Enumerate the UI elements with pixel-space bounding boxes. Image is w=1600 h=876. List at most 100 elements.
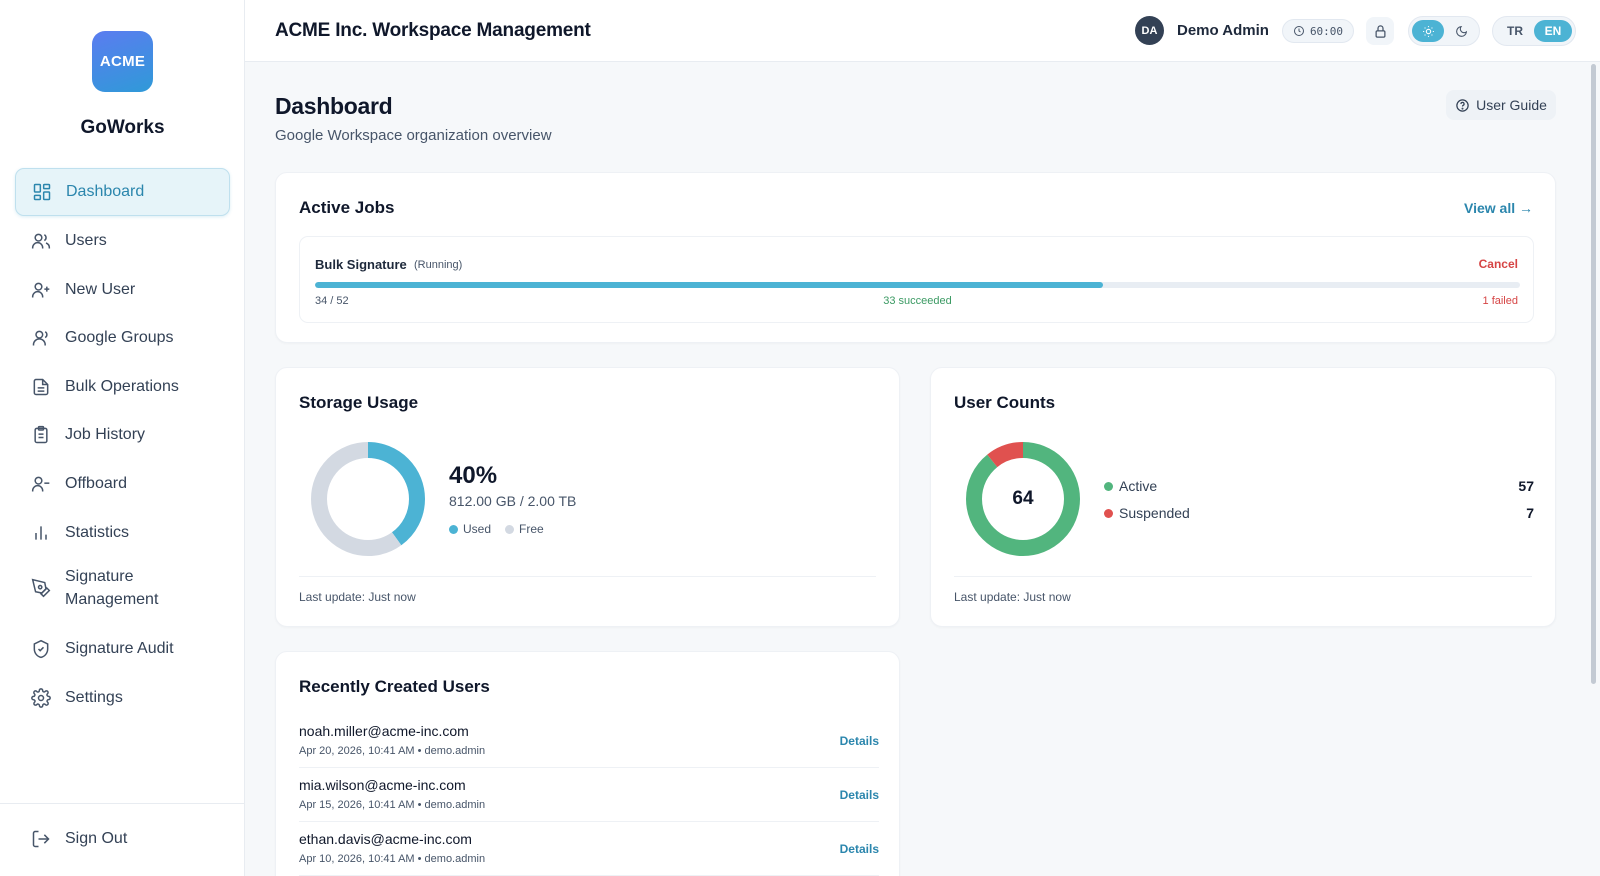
shield-icon [33, 639, 49, 659]
sidebar-item-label: Bulk Operations [65, 378, 179, 395]
user-counts-title: User Counts [954, 393, 1056, 412]
sidebar-item-new-user[interactable]: New User [15, 266, 230, 314]
job-succeeded-count: 33 succeeded [883, 295, 952, 307]
top-header: ACME Inc. Workspace Management DA Demo A… [245, 0, 1600, 62]
main-content: Dashboard Google Workspace organization … [245, 62, 1600, 876]
details-link[interactable]: Details [839, 788, 879, 802]
legend-used: Used [449, 522, 491, 536]
free-dot [505, 524, 515, 534]
app-title: ACME Inc. Workspace Management [275, 20, 591, 41]
details-link[interactable]: Details [839, 734, 879, 748]
cancel-job-button[interactable]: Cancel [1478, 257, 1518, 271]
storage-donut-chart [311, 442, 425, 556]
language-tr-button[interactable]: TR [1507, 24, 1523, 38]
user-email: noah.miller@acme-inc.com [299, 723, 469, 739]
lock-icon [1375, 24, 1385, 38]
sidebar-item-label: New User [65, 281, 136, 298]
sidebar-item-statistics[interactable]: Statistics [15, 509, 230, 557]
user-name: Demo Admin [1177, 22, 1269, 39]
sidebar-item-settings[interactable]: Settings [15, 674, 230, 722]
sidebar-item-label: Settings [65, 689, 123, 706]
sidebar-item-job-history[interactable]: Job History [15, 411, 230, 459]
dashboard-icon [33, 183, 51, 201]
sidebar-item-label: Dashboard [66, 183, 145, 200]
clipboard-icon [34, 425, 48, 444]
user-guide-button[interactable]: User Guide [1446, 90, 1556, 120]
storage-usage-card: Storage Usage 40% 812.00 GB / 2.00 TB Us… [275, 367, 900, 627]
user-plus-icon [31, 282, 50, 298]
brand-name: GoWorks [80, 117, 165, 138]
sidebar-item-bulk-operations[interactable]: Bulk Operations [15, 363, 230, 411]
storage-percent: 40% [449, 462, 498, 489]
used-dot [449, 524, 458, 534]
user-email: ethan.davis@acme-inc.com [299, 831, 472, 847]
acme-logo: ACME [92, 31, 153, 92]
user-guide-label: User Guide [1476, 97, 1547, 113]
user-counts-card: User Counts 64 Active 57 Suspended 7 Las… [930, 367, 1556, 627]
dark-theme-button[interactable] [1445, 20, 1477, 42]
sidebar-item-label: Signature Audit [65, 640, 174, 657]
sidebar-item-label: Signature Management [65, 568, 159, 608]
sidebar-item-label: Google Groups [65, 329, 174, 346]
details-link[interactable]: Details [839, 842, 879, 856]
job-progress-fill [315, 282, 1104, 288]
storage-size: 812.00 GB / 2.00 TB [449, 493, 577, 509]
light-theme-button[interactable] [1412, 20, 1444, 42]
user-created-meta: Apr 15, 2026, 10:41 AM • demo.admin [299, 799, 486, 811]
suspended-users-row: Suspended 7 [1104, 503, 1534, 523]
sign-out-button[interactable]: Sign Out [15, 817, 230, 861]
suspended-users-label: Suspended [1119, 505, 1190, 521]
avatar-initials: DA [1141, 24, 1158, 37]
job-failed-count: 1 failed [1482, 295, 1518, 307]
job-progress-bar [315, 282, 1520, 288]
job-progress-count: 34 / 52 [315, 295, 349, 307]
sidebar-item-users[interactable]: Users [15, 217, 230, 265]
sign-out-label: Sign Out [65, 830, 128, 847]
job-name: Bulk Signature [315, 257, 407, 272]
sidebar-item-label: Users [65, 232, 107, 249]
active-users-row: Active 57 [1104, 476, 1534, 496]
sidebar-item-google-groups[interactable]: Google Groups [15, 314, 230, 362]
sign-out-icon [32, 830, 50, 848]
list-item: ethan.davis@acme-inc.com Apr 10, 2026, 1… [299, 822, 879, 876]
storage-usage-title: Storage Usage [299, 393, 419, 412]
user-minus-icon [31, 476, 50, 492]
page-subtitle: Google Workspace organization overview [275, 127, 552, 144]
gear-icon [31, 688, 51, 708]
session-timer: 60:00 [1282, 19, 1354, 43]
recent-users-title: Recently Created Users [299, 677, 490, 696]
view-all-link[interactable]: View all → [1464, 200, 1533, 216]
user-counts-last-update: Last update: Just now [954, 590, 1071, 604]
help-circle-icon [1456, 98, 1469, 112]
theme-toggle [1408, 16, 1480, 46]
job-item: Bulk Signature (Running) Cancel 34 / 52 … [299, 236, 1534, 323]
clock-icon [1293, 26, 1304, 36]
sun-icon [1422, 25, 1434, 37]
sidebar: ACME GoWorks Dashboard Users New User Go… [0, 0, 245, 876]
active-jobs-card: Active Jobs View all → Bulk Signature (R… [275, 172, 1556, 343]
sidebar-item-signature-audit[interactable]: Signature Audit [15, 625, 230, 673]
pen-icon [31, 578, 51, 598]
storage-free-segment [311, 442, 425, 556]
bar-chart-icon [35, 526, 47, 540]
active-jobs-title: Active Jobs [299, 198, 395, 217]
job-status: (Running) [414, 259, 463, 271]
sidebar-item-signature-management[interactable]: Signature Management [15, 558, 230, 618]
language-toggle: TR EN [1492, 16, 1576, 46]
list-item: mia.wilson@acme-inc.com Apr 15, 2026, 10… [299, 768, 879, 822]
lock-button[interactable] [1366, 17, 1394, 45]
sidebar-divider [0, 803, 245, 804]
language-en-button[interactable]: EN [1534, 20, 1572, 42]
active-users-label: Active [1119, 478, 1158, 494]
suspended-dot [1104, 508, 1113, 518]
moon-icon [1455, 25, 1467, 37]
storage-last-update: Last update: Just now [299, 590, 416, 604]
avatar[interactable]: DA [1135, 16, 1164, 45]
sidebar-item-offboard[interactable]: Offboard [15, 460, 230, 508]
groups-icon [32, 330, 48, 346]
file-list-icon [33, 378, 49, 396]
scrollbar[interactable] [1591, 64, 1596, 684]
legend-used-label: Used [463, 522, 492, 536]
user-total: 64 [1012, 488, 1034, 509]
sidebar-item-dashboard[interactable]: Dashboard [15, 168, 230, 216]
